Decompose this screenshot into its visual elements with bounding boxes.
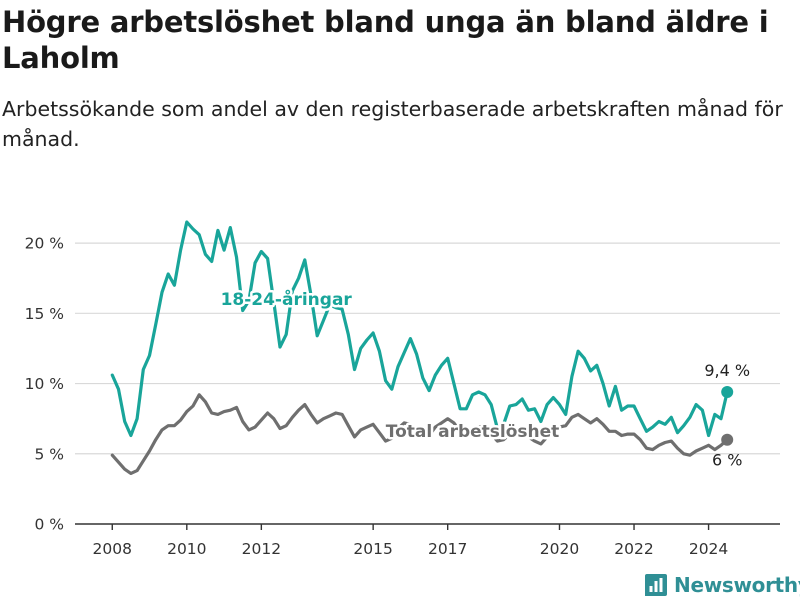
y-axis-tick-labels: 0 % 5 % 10 % 15 % 20 %	[25, 235, 64, 534]
youth-end-value-label: 9,4 %	[704, 361, 750, 380]
series-labels: 18-24-åringar Total arbetslöshet 9,4 % 6 %	[218, 285, 750, 470]
gridlines	[75, 242, 780, 455]
total-end-point	[721, 433, 734, 446]
total-series-line	[110, 393, 729, 475]
x-tick-label: 2020	[540, 540, 579, 558]
x-axis: 2008 2010 2012 2015 2017 2020 2022 2024	[75, 523, 780, 558]
newsworthy-logo: Newsworthy	[644, 570, 800, 600]
total-series-label: Total arbetslöshet	[386, 422, 560, 442]
x-tick-label: 2022	[614, 540, 653, 558]
chart-subtitle: Arbetssökande som andel av den registerb…	[2, 97, 783, 151]
x-tick-label: 2012	[242, 540, 281, 558]
x-tick-label: 2024	[689, 540, 728, 558]
y-tick-label: 5 %	[34, 445, 64, 463]
x-tick-label: 2015	[353, 540, 392, 558]
y-tick-label: 10 %	[25, 375, 64, 393]
y-tick-label: 20 %	[25, 235, 64, 253]
y-tick-label: 0 %	[34, 516, 64, 534]
bar-chart-icon	[645, 574, 667, 596]
y-tick-label: 15 %	[25, 305, 64, 323]
x-tick-label: 2017	[428, 540, 467, 558]
youth-series-label: 18-24-åringar	[221, 288, 353, 310]
brand-name: Newsworthy	[674, 573, 800, 597]
x-tick-label: 2008	[93, 540, 132, 558]
series-lines	[110, 220, 734, 475]
chart-title: Högre arbetslöshet bland unga än bland ä…	[2, 5, 769, 75]
x-tick-label: 2010	[167, 540, 206, 558]
youth-end-point	[721, 385, 734, 398]
total-end-value-label: 6 %	[712, 451, 742, 470]
youth-series-line	[110, 220, 729, 438]
